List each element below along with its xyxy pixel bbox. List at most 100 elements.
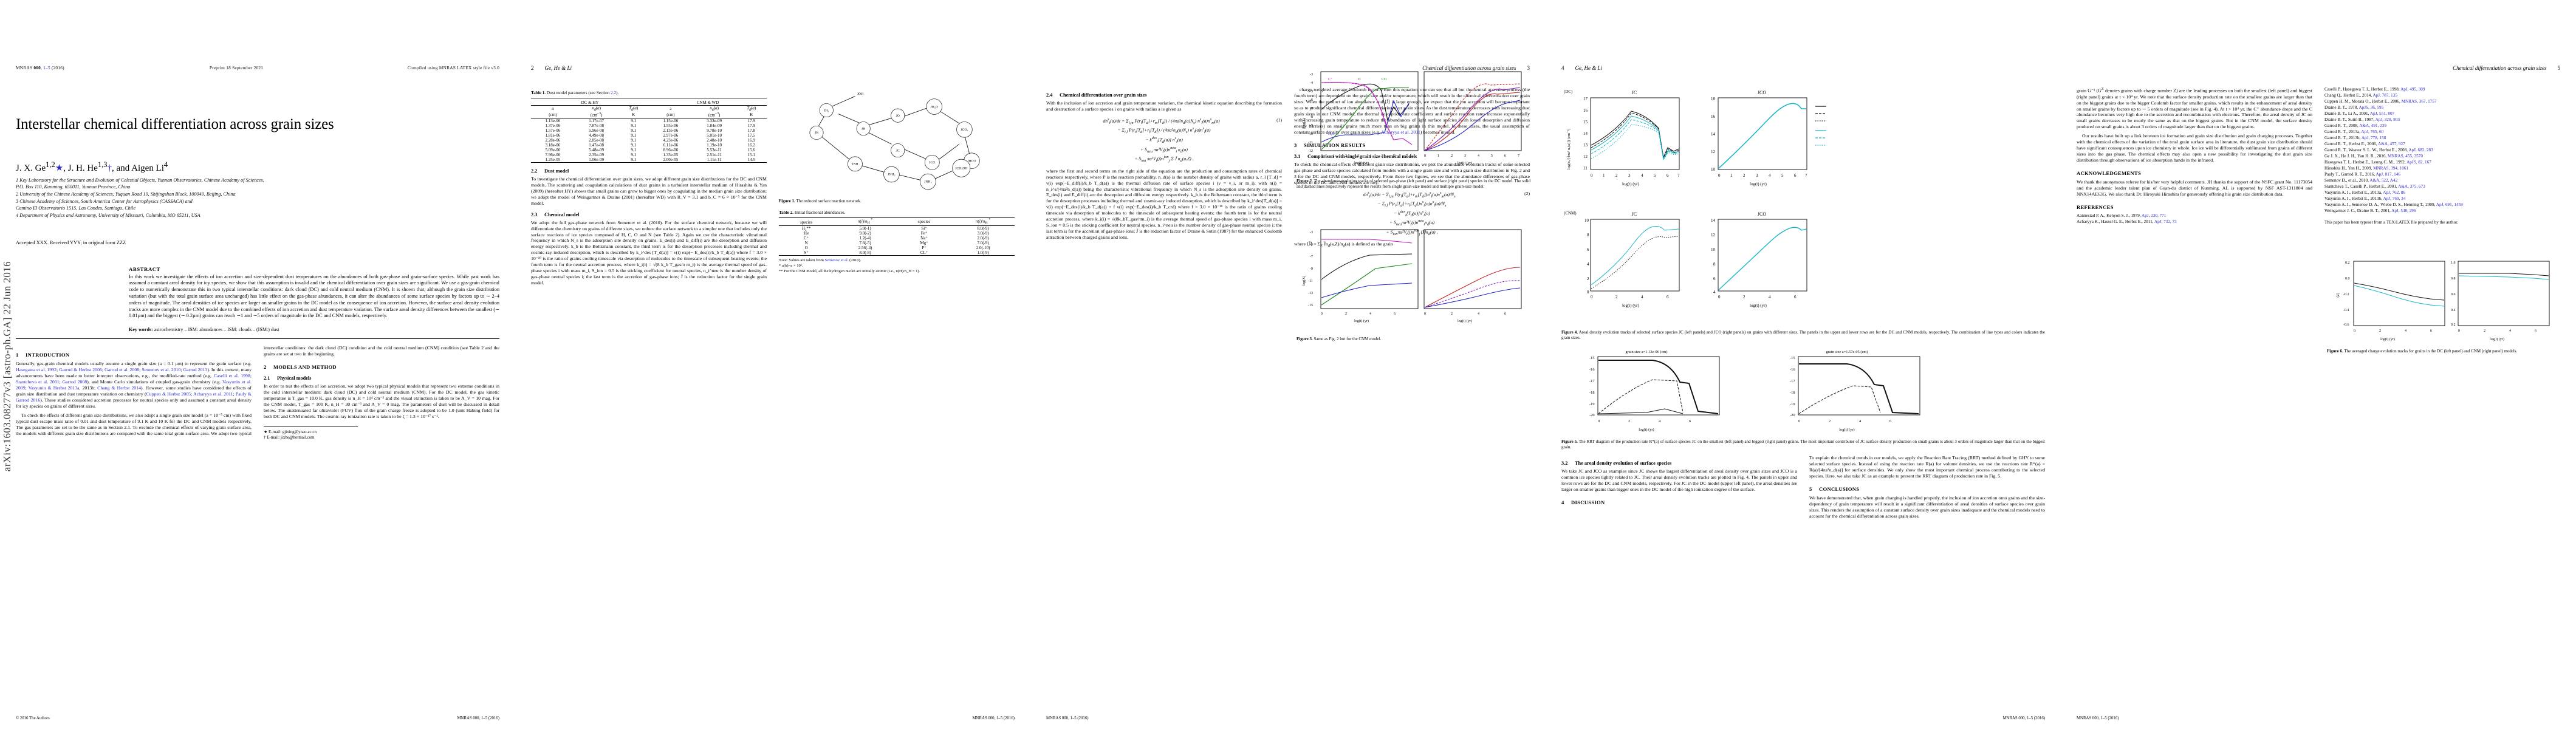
page-range-link[interactable]: 1–5 bbox=[43, 65, 50, 70]
table-cell: 15.1 bbox=[747, 152, 755, 157]
footnote-2: † E-mail: jixhe@hotmail.com bbox=[264, 435, 315, 440]
reference-item[interactable]: Chang Q., Herbst E., 2014, ApJ, 787, 135 bbox=[2324, 93, 2397, 98]
reference-item[interactable]: Garrod R. T., 2013a, ApJ, 765, 60 bbox=[2324, 129, 2384, 134]
table-cell: He bbox=[804, 230, 809, 236]
reference-item[interactable]: Cuppen H. M., Morata O., Herbst E., 2006… bbox=[2324, 99, 2437, 104]
table-cell: 15.6 bbox=[747, 147, 755, 152]
table-cell: 17.9 bbox=[747, 118, 755, 123]
reference-item[interactable]: Draine B. T., Li A., 2001, ApJ, 551, 807 bbox=[2324, 111, 2395, 116]
svg-text:0: 0 bbox=[2354, 329, 2355, 333]
inline-citation[interactable]: Acharyya et al. 2011 bbox=[193, 391, 233, 397]
dust-subsec-num: 2.2 bbox=[531, 168, 538, 174]
table-cell: 9.1 bbox=[631, 142, 637, 148]
svg-text:1: 1 bbox=[1730, 173, 1733, 178]
inline-citation[interactable]: Acharyya et al. 2011 bbox=[1381, 129, 1420, 135]
fig2-legend-CO: CO bbox=[1382, 78, 1387, 81]
models-title: MODELS AND METHOD bbox=[273, 364, 337, 370]
svg-text:2: 2 bbox=[1451, 154, 1453, 158]
reference-item[interactable]: Vasyunin A. I., Herbst E., 2013a, ApJ, 7… bbox=[2324, 190, 2405, 195]
semenov-ref-link[interactable]: Semenov et al. bbox=[824, 258, 849, 262]
reference-link[interactable]: ApJ, 230, 771 bbox=[2142, 213, 2167, 219]
svg-text:-5: -5 bbox=[1310, 90, 1313, 94]
svg-text:11: 11 bbox=[1583, 166, 1588, 171]
inline-citation[interactable]: Vasyunin & Herbst 2013a bbox=[28, 385, 80, 391]
svg-text:-15: -15 bbox=[1589, 356, 1595, 360]
reference-item[interactable]: Vasyunin A. I., Herbst E., 2013b, ApJ, 7… bbox=[2324, 196, 2406, 201]
reference-item[interactable]: Hirashita H., Yan H., 2009, MNRAS, 394, … bbox=[2324, 166, 2408, 171]
conclusions-num: 5 bbox=[1809, 486, 1812, 493]
svg-text:-17: -17 bbox=[1589, 379, 1595, 383]
inline-citation[interactable]: Caselli et al. 1998 bbox=[213, 373, 250, 378]
table-cell: 4.23e-06 bbox=[663, 137, 679, 143]
reference-item[interactable]: Stantcheva T., Caselli P., Herbst E., 20… bbox=[2324, 184, 2425, 189]
reference-link[interactable]: ApJ, 769, 34 bbox=[2383, 196, 2406, 201]
inline-citation[interactable]: Pauly & Garrod 2016 bbox=[16, 391, 252, 403]
table-cell: 5.96e-08 bbox=[589, 128, 604, 133]
reference-link[interactable]: ApJ, 765, 60 bbox=[2361, 129, 2384, 134]
figure-2-svg: -3 -4 -5 -6 -7 -8 -9 -10 -11 -12 log(X) 0 1 2 3 4 5… bbox=[1302, 71, 1522, 165]
svg-text:-10: -10 bbox=[1308, 132, 1313, 136]
reference-item[interactable]: Draine B. T., 1978, ApJS, 36, 595 bbox=[2324, 105, 2384, 110]
reference-link[interactable]: MNRAS, 394, 1061 bbox=[2373, 166, 2408, 171]
reference-item[interactable]: Draine B. T., Sutin B., 1987, ApJ, 320, … bbox=[2324, 117, 2400, 122]
table1-section-ref[interactable]: 2.2 bbox=[611, 91, 617, 95]
arxiv-stamp: arXiv:1603.08277v3 [astro-ph.GA] 22 Jun … bbox=[1, 261, 13, 472]
reference-link[interactable]: ApJ, 320, 803 bbox=[2375, 117, 2400, 122]
inline-citation[interactable]: Garrod 2008 bbox=[62, 378, 87, 385]
inline-citation[interactable]: Stantcheva et al. 2001 bbox=[16, 378, 60, 385]
reference-link[interactable]: ApJS, 36, 595 bbox=[2358, 105, 2384, 110]
inline-citation[interactable]: Vasyunin et al. 2009 bbox=[16, 378, 252, 391]
reference-item[interactable]: Garrod R. T., 2013b, ApJ, 778, 158 bbox=[2324, 135, 2386, 140]
footnotes: ★ E-mail: gjixing@ynao.ac.cn † E-mail: j… bbox=[264, 430, 499, 441]
reference-link[interactable]: ApJ, 551, 807 bbox=[2369, 111, 2395, 116]
reference-item[interactable]: Semenov D., et al., 2010, A&A, 522, A42 bbox=[2324, 178, 2398, 183]
sim-title: SIMULATION RESULTS bbox=[1304, 142, 1366, 148]
reference-link[interactable]: ApJ, 495, 309 bbox=[2400, 87, 2425, 92]
reference-link[interactable]: ApJ, 691, 1459 bbox=[2436, 202, 2463, 207]
reference-link[interactable]: A&A, 491, 239 bbox=[2359, 123, 2386, 128]
reference-link[interactable]: ApJ, 732, 73 bbox=[2154, 219, 2177, 225]
reference-link[interactable]: MNRAS, 455, 3570 bbox=[2388, 154, 2423, 159]
reference-link[interactable]: ApJ, 778, 158 bbox=[2361, 135, 2386, 140]
table-cell: 1.06e-09 bbox=[589, 157, 604, 162]
table-cell: 2.35e-09 bbox=[589, 152, 604, 157]
th-a-cnm: a bbox=[670, 106, 672, 112]
reference-item[interactable]: Acharyya K., Hassel G. E., Herbst E., 20… bbox=[2077, 219, 2177, 225]
reference-item[interactable]: Garrod R. T., Herbst E., 2006, A&A, 457,… bbox=[2324, 142, 2405, 146]
table-cell: 1.33e-05 bbox=[663, 152, 679, 157]
inline-citation[interactable]: Cuppen & Herbst 2005 bbox=[146, 391, 191, 397]
abstract-text: In this work we investigate the effects … bbox=[129, 273, 499, 319]
reference-link[interactable]: ApJ, 787, 135 bbox=[2372, 93, 2397, 98]
inline-citation[interactable]: Semenov et al. 2010 bbox=[142, 367, 181, 373]
reference-link[interactable]: MNRAS, 367, 1757 bbox=[2401, 99, 2437, 104]
reference-link[interactable]: ApJ, 817, 146 bbox=[2376, 172, 2400, 177]
table-cell: 7.6(-5) bbox=[859, 240, 871, 245]
inline-citation[interactable]: Garrod & Herbst 2006 bbox=[59, 367, 102, 373]
reference-item[interactable]: Ge J. X., He J. H., Yan H. R., 2016, MNR… bbox=[2324, 154, 2423, 159]
reference-item[interactable]: Garrod R. T., Weaver S. L. W., Herbst E.… bbox=[2324, 148, 2433, 152]
reference-link[interactable]: ApJ, 762, 86 bbox=[2383, 190, 2405, 195]
table-row: 2.28e-06 2.85e-08 9.1 4.23e-06 2.48e-10 16.9 bbox=[531, 138, 767, 143]
reference-item[interactable]: Aannestad P. A., Kenyon S. J., 1979, ApJ… bbox=[2077, 213, 2167, 219]
reference-item[interactable]: Weingartner J. C., Draine B. T., 2001, A… bbox=[2324, 208, 2416, 213]
reference-item[interactable]: Hasegawa T. I., Herbst E., Leung C. M., … bbox=[2324, 160, 2431, 165]
reference-link[interactable]: ApJ, 548, 296 bbox=[2391, 208, 2416, 213]
inline-citation[interactable]: Garrod 2013 bbox=[183, 367, 208, 373]
reference-item[interactable]: Caselli P., Hasegawa T. I., Herbst E., 1… bbox=[2324, 87, 2425, 92]
inline-citation[interactable]: Chang & Herbst 2014 bbox=[97, 385, 141, 391]
reference-item[interactable]: Pauly T., Garrod R. T., 2016, ApJ, 817, … bbox=[2324, 172, 2400, 177]
reference-link[interactable]: A&A, 457, 927 bbox=[2377, 142, 2405, 146]
reference-link[interactable]: A&A, 522, A42 bbox=[2369, 178, 2398, 183]
reference-item[interactable]: Garrod R. T., 2008, A&A, 491, 239 bbox=[2324, 123, 2386, 128]
reference-list: Aannestad P. A., Kenyon S. J., 1979, ApJ… bbox=[2077, 87, 2560, 227]
node-JNH: JNH bbox=[852, 163, 858, 166]
svg-text:-13: -13 bbox=[1308, 292, 1313, 295]
table1-header-row: a nd(a) Td(a) a nd(a) Td(a) bbox=[531, 106, 767, 112]
inline-citation[interactable]: Hasegawa et al. 1992 bbox=[16, 367, 57, 373]
table-cell: 9.1 bbox=[631, 157, 637, 162]
reference-link[interactable]: A&A, 375, 673 bbox=[2398, 184, 2425, 189]
inline-citation[interactable]: Garrod et al. 2008 bbox=[104, 367, 140, 373]
reference-link[interactable]: ApJS, 82, 167 bbox=[2406, 160, 2431, 165]
reference-link[interactable]: ApJ, 682, 283 bbox=[2408, 148, 2433, 152]
reference-item[interactable]: Vasyunin A. I., Semenov D. A., Wiebe D. … bbox=[2324, 202, 2463, 207]
